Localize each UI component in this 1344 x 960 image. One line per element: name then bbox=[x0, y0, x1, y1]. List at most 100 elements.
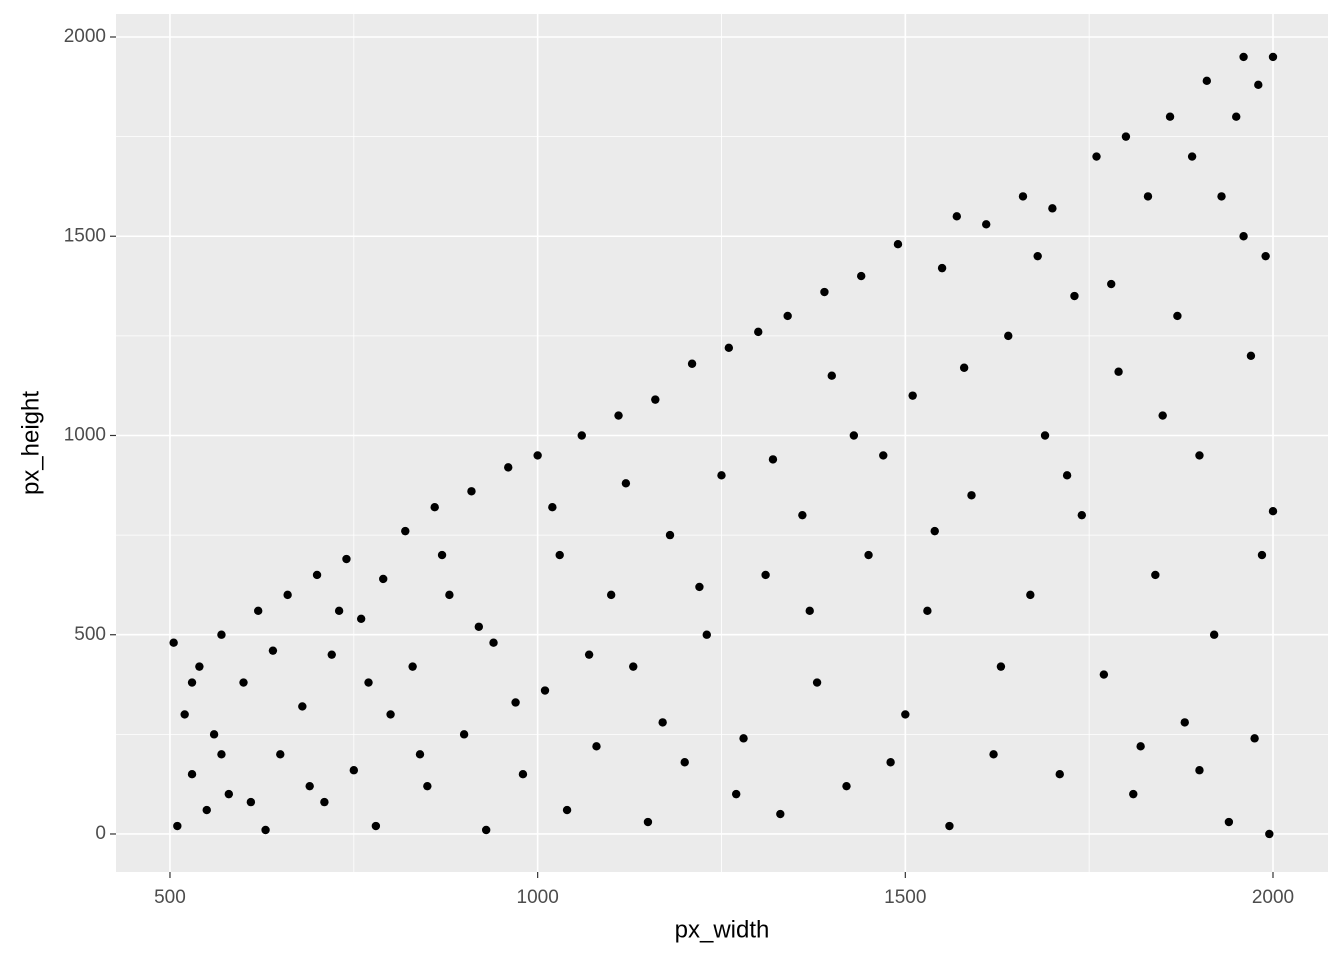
point bbox=[577, 431, 586, 440]
point bbox=[474, 622, 484, 631]
point bbox=[1165, 112, 1175, 121]
point bbox=[1136, 742, 1145, 751]
point bbox=[614, 411, 623, 420]
point bbox=[643, 817, 653, 827]
point bbox=[187, 678, 197, 687]
point bbox=[173, 821, 182, 831]
point bbox=[901, 710, 910, 719]
point bbox=[1055, 770, 1064, 779]
point bbox=[665, 530, 675, 540]
point bbox=[504, 463, 513, 472]
point bbox=[761, 570, 770, 580]
point bbox=[548, 503, 557, 512]
point bbox=[1062, 471, 1072, 480]
point bbox=[776, 809, 785, 819]
point bbox=[1209, 630, 1219, 639]
point bbox=[937, 263, 947, 273]
point bbox=[967, 491, 976, 500]
point bbox=[908, 391, 917, 400]
point bbox=[327, 650, 336, 659]
y-tick-label: 2000 bbox=[64, 26, 106, 47]
point bbox=[812, 678, 822, 687]
point bbox=[1092, 152, 1101, 161]
point bbox=[1129, 789, 1138, 799]
point bbox=[459, 730, 469, 739]
x-tick-label: 500 bbox=[154, 887, 186, 908]
point bbox=[1239, 232, 1248, 241]
point bbox=[533, 451, 542, 460]
point bbox=[1232, 112, 1241, 121]
point bbox=[945, 821, 954, 831]
point bbox=[283, 590, 292, 600]
point bbox=[195, 662, 204, 671]
point bbox=[1187, 152, 1197, 161]
point bbox=[893, 240, 903, 249]
point bbox=[584, 650, 594, 659]
point bbox=[724, 343, 734, 353]
point bbox=[298, 702, 307, 711]
point bbox=[798, 510, 807, 520]
point bbox=[1026, 590, 1035, 600]
point bbox=[1114, 367, 1123, 376]
point bbox=[386, 710, 395, 719]
point bbox=[276, 750, 285, 759]
point bbox=[739, 734, 748, 743]
point bbox=[989, 750, 998, 759]
point bbox=[254, 606, 263, 616]
point bbox=[1195, 766, 1204, 775]
point bbox=[996, 662, 1006, 671]
point bbox=[239, 678, 248, 687]
point bbox=[952, 212, 961, 221]
point bbox=[408, 662, 417, 671]
point bbox=[864, 550, 873, 560]
point bbox=[1217, 192, 1226, 201]
point bbox=[1261, 251, 1270, 261]
point bbox=[1121, 132, 1131, 141]
point bbox=[754, 327, 763, 337]
point bbox=[169, 638, 178, 647]
point bbox=[717, 471, 726, 480]
y-axis-title: px_height bbox=[17, 391, 44, 495]
point bbox=[702, 630, 711, 639]
point bbox=[805, 606, 814, 616]
point bbox=[268, 646, 278, 655]
point bbox=[857, 271, 866, 281]
point bbox=[356, 614, 366, 623]
point bbox=[401, 526, 410, 536]
point bbox=[342, 554, 351, 564]
point bbox=[518, 770, 528, 779]
x-tick-label: 1000 bbox=[517, 887, 559, 908]
point bbox=[334, 606, 344, 616]
point bbox=[982, 220, 991, 229]
point bbox=[349, 766, 359, 775]
y-tick-label: 1000 bbox=[64, 425, 106, 446]
point bbox=[592, 742, 601, 751]
point bbox=[1239, 52, 1248, 62]
point bbox=[1158, 411, 1167, 420]
y-tick-label: 0 bbox=[95, 823, 106, 844]
point bbox=[1151, 570, 1160, 580]
point bbox=[1268, 52, 1278, 62]
point bbox=[1040, 431, 1050, 440]
point bbox=[1257, 550, 1267, 560]
point bbox=[783, 311, 792, 321]
point bbox=[180, 710, 189, 719]
x-tick-label: 2000 bbox=[1252, 887, 1294, 908]
point bbox=[1004, 331, 1013, 341]
point bbox=[379, 574, 388, 584]
point bbox=[1077, 510, 1087, 520]
point bbox=[606, 590, 616, 600]
point bbox=[1018, 192, 1028, 201]
point bbox=[1254, 80, 1263, 90]
point bbox=[1268, 507, 1278, 516]
point bbox=[540, 686, 550, 695]
point bbox=[202, 805, 211, 815]
point bbox=[511, 698, 520, 707]
point bbox=[651, 395, 660, 404]
point bbox=[629, 662, 638, 671]
point bbox=[224, 789, 234, 799]
point bbox=[849, 431, 859, 440]
point bbox=[1224, 817, 1234, 827]
point bbox=[261, 825, 270, 835]
point bbox=[1250, 734, 1259, 743]
